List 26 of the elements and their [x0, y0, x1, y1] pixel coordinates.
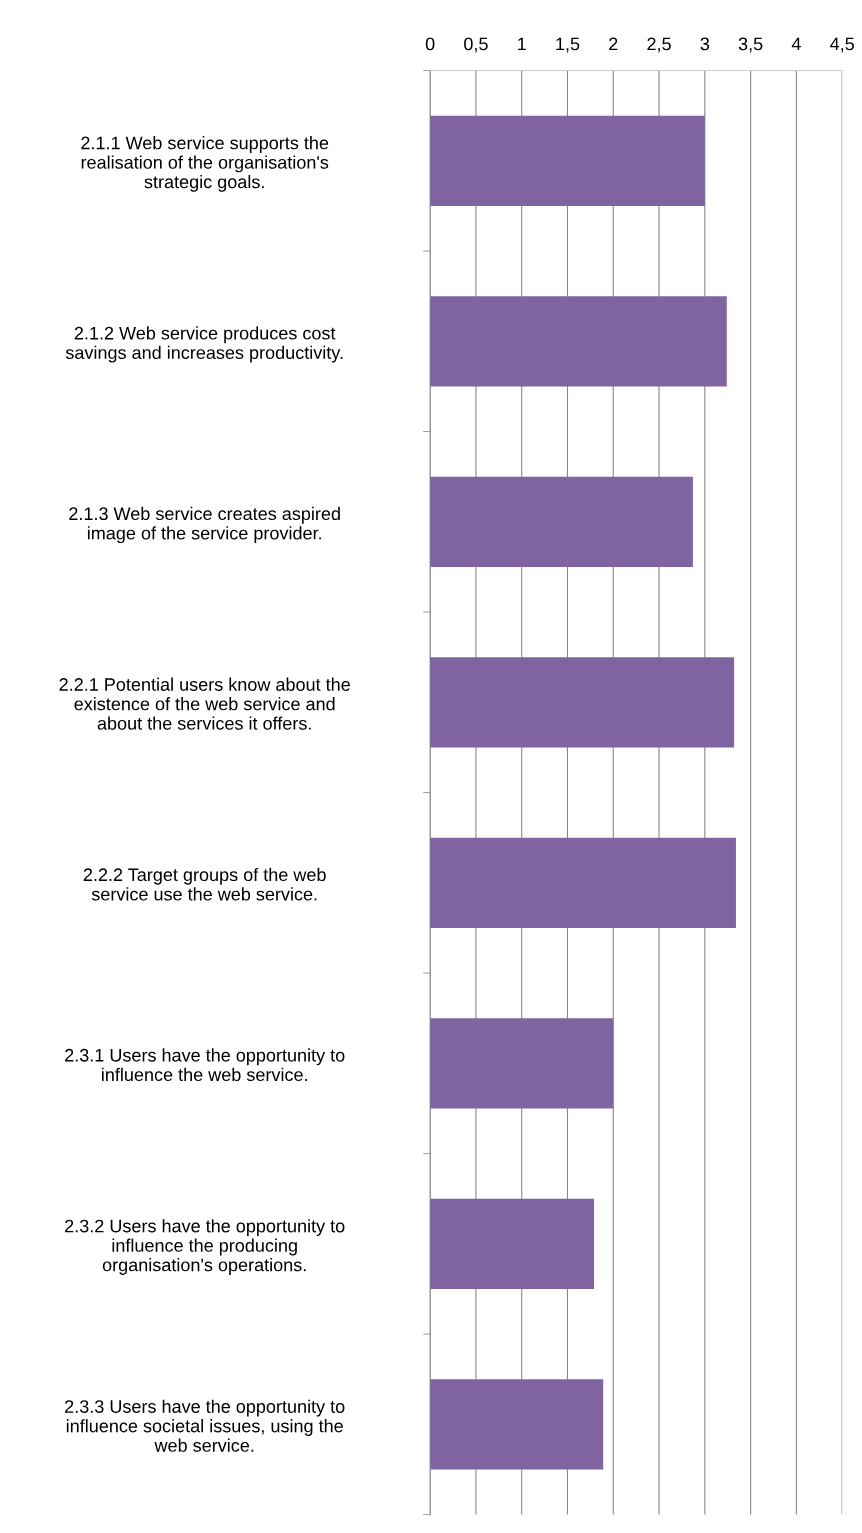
x-tick-label: 1,5 [556, 37, 580, 53]
y-tick-label: 2.1.1 Web service supports the realisation of the organisation's strategic goals. [81, 136, 329, 192]
bar [430, 657, 735, 748]
x-tick-label: 0 [425, 37, 435, 51]
x-tick-label: 1 [518, 37, 526, 51]
y-tick-label: 2.3.2 Users have the opportunity to influence the producing organisation's operations. [65, 1219, 345, 1275]
x-tick-label: 3 [700, 37, 710, 51]
y-tick-label: 2.1.2 Web service produces cost savings and increases productivity. [65, 326, 343, 363]
bar [430, 476, 693, 567]
y-tick-label: 2.2.2 Target groups of the web service use the web service. [83, 867, 326, 901]
y-tick-label: 2.2.1 Potential users know about the existence of the web service and about the services it offers. [59, 677, 350, 730]
bar [430, 837, 736, 928]
y-tick-label: 2.1.3 Web service creates aspired image of the service provider. [69, 506, 340, 544]
x-tick-label: 2 [609, 37, 618, 51]
x-tick-label: 4 [791, 37, 801, 51]
x-tick-label: 2,5 [647, 37, 671, 53]
x-tick-label: 3,5 [738, 37, 763, 53]
y-tick-label: 2.3.1 Users have the opportunity to influence the web service. [65, 1048, 345, 1082]
y-tick-label: 2.3.3 Users have the opportunity to influence societal issues, using the web service. [65, 1399, 345, 1452]
bar [430, 1198, 595, 1289]
bar [430, 296, 727, 387]
bar [430, 1379, 604, 1470]
x-tick-label: 4,5 [830, 37, 854, 53]
x-tick-label: 0,5 [464, 37, 488, 53]
bar [430, 115, 705, 206]
bar [430, 1018, 614, 1109]
